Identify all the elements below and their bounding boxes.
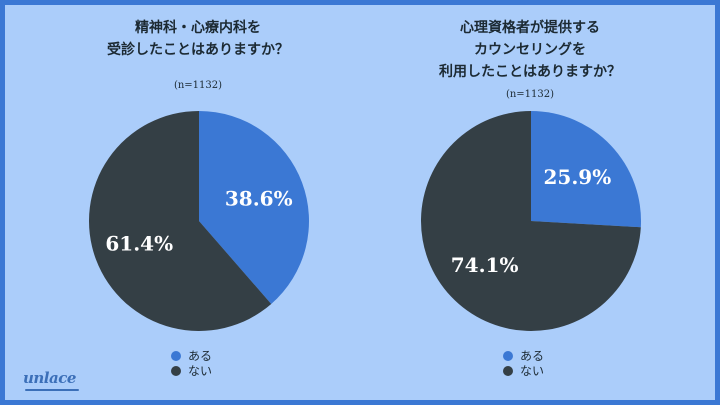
chart-title: 心理資格者が提供する カウンセリングを 利用したことはありますか？ — [439, 20, 621, 80]
pie-slice-no — [421, 111, 641, 331]
pie-slice-no — [88, 111, 272, 332]
legend-item-no: ない — [503, 363, 544, 378]
legend-label-no: ない — [520, 364, 545, 378]
data-label-yes: 25.9% — [544, 165, 612, 189]
sample-size: (n=1132) — [173, 80, 223, 91]
pie-chart-psychiatry: 精神科・心療内科を 受診したことはありますか？ (n=1132) 38.6% 61… — [33, 5, 363, 400]
pie-svg: 25.9% 74.1% — [421, 111, 641, 331]
data-label-no: 61.4% — [105, 231, 173, 255]
sample-size: (n=1132) — [505, 89, 555, 100]
brand-logo: unlace — [23, 369, 76, 387]
legend-dot-yes — [171, 350, 181, 361]
pie-svg: 38.6% 61.4% — [88, 111, 309, 332]
legend: ある ない — [171, 348, 212, 378]
chart-title: 精神科・心療内科を 受診したことはありますか？ — [107, 20, 289, 58]
legend-dot-no — [171, 365, 181, 376]
legend-label-no: ない — [188, 364, 213, 378]
legend-item-yes: ある — [171, 348, 212, 363]
legend-label-yes: ある — [188, 349, 213, 363]
legend-label-yes: ある — [520, 349, 545, 363]
pie-slice-yes — [199, 111, 309, 304]
pie-slice-yes — [531, 111, 641, 228]
brand-underline — [25, 389, 79, 391]
legend: ある ない — [503, 348, 544, 378]
data-label-yes: 38.6% — [225, 187, 293, 211]
data-label-no: 74.1% — [451, 253, 519, 277]
legend-dot-no — [503, 365, 513, 376]
legend-dot-yes — [503, 350, 513, 361]
pie-chart-counseling: 心理資格者が提供する カウンセリングを 利用したことはありますか？ (n=113… — [365, 5, 695, 400]
chart-frame: 精神科・心療内科を 受診したことはありますか？ (n=1132) 38.6% 61… — [5, 5, 715, 400]
legend-item-no: ない — [171, 363, 212, 378]
legend-item-yes: ある — [503, 348, 544, 363]
